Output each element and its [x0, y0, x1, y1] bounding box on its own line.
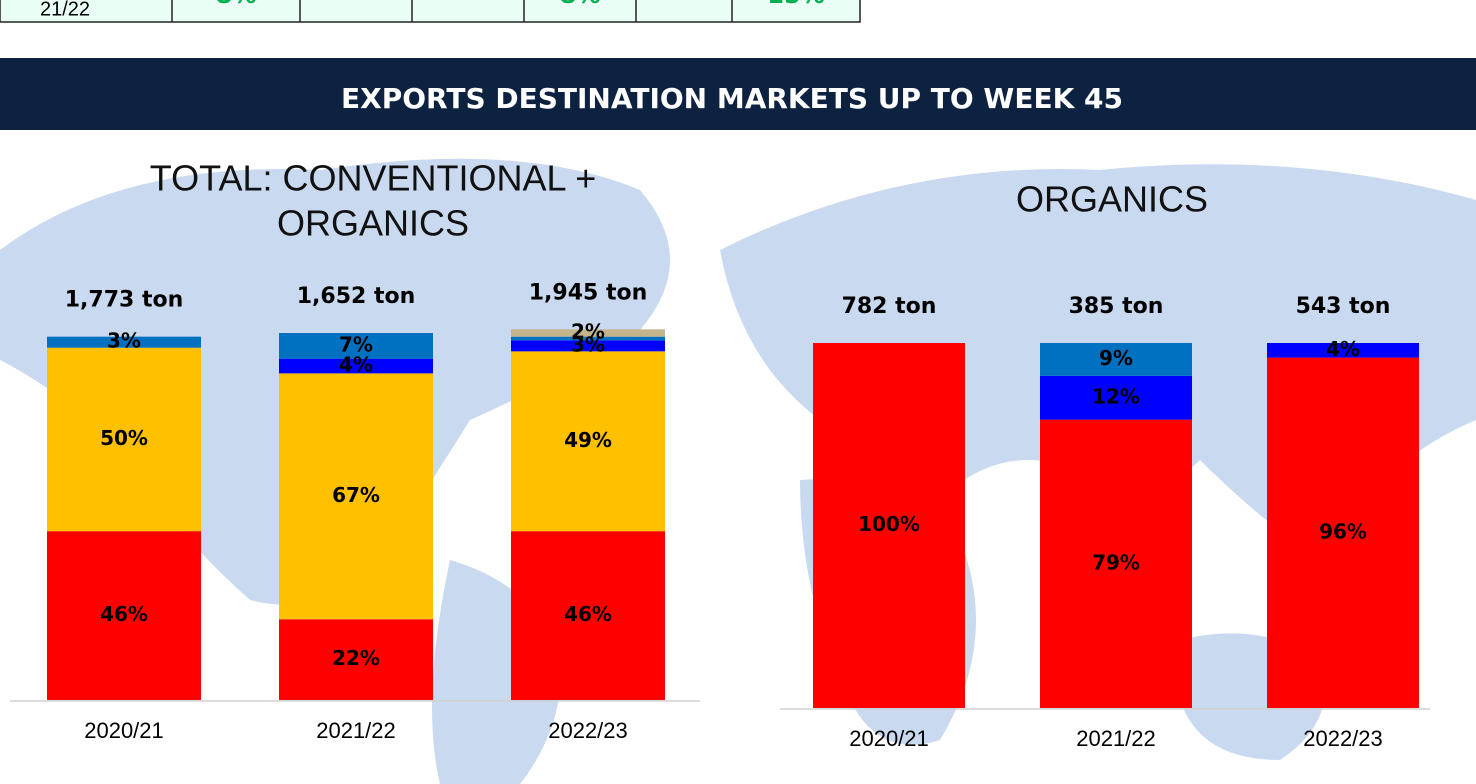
- bar-segment: [511, 340, 665, 352]
- data-label: 67%: [332, 483, 380, 507]
- data-label: 22%: [332, 646, 380, 670]
- data-label: 46%: [564, 602, 612, 626]
- data-label: 50%: [100, 426, 148, 450]
- data-label: 2%: [571, 320, 605, 344]
- data-label: 9%: [1099, 346, 1133, 370]
- data-label: 3%: [571, 332, 605, 356]
- data-label: 7%: [339, 332, 373, 356]
- bar-segment: [511, 351, 665, 532]
- x-tick-label: 2021/22: [1076, 726, 1156, 751]
- bar-segment: [1267, 343, 1419, 358]
- table-row: 21/22 8% 8% 15%: [0, 0, 861, 23]
- x-tick-label: 2022/23: [1303, 726, 1383, 751]
- chart-title: ORGANICS: [1016, 179, 1208, 220]
- table-cell: 21/22: [40, 0, 90, 20]
- total-label: 782 ton: [842, 294, 937, 319]
- bar-segment: [279, 373, 433, 620]
- total-label: 385 ton: [1069, 294, 1164, 319]
- data-label: 4%: [1326, 337, 1360, 361]
- table-row-bg: [0, 0, 861, 23]
- banner-title: EXPORTS DESTINATION MARKETS UP TO WEEK 4…: [341, 82, 1123, 115]
- x-tick-label: 2022/23: [548, 718, 628, 743]
- data-label: 12%: [1092, 384, 1140, 408]
- data-label: 46%: [100, 602, 148, 626]
- bar-segment: [279, 619, 433, 700]
- data-label: 3%: [107, 329, 141, 353]
- bar-segment: [1040, 343, 1192, 376]
- table-cell: 8%: [560, 0, 601, 9]
- x-tick-label: 2020/21: [849, 726, 929, 751]
- bar-segment: [1040, 375, 1192, 420]
- total-label: 543 ton: [1296, 294, 1391, 319]
- data-label: 96%: [1319, 519, 1367, 543]
- bar-segment: [511, 531, 665, 700]
- total-label: 1,652 ton: [297, 284, 416, 309]
- table-cell: 15%: [767, 0, 824, 9]
- bar-segment: [47, 347, 201, 532]
- bar-segment: [813, 343, 965, 708]
- table-cell-borders: [171, 0, 733, 22]
- data-label: 49%: [564, 428, 612, 452]
- bar-segment: [1267, 357, 1419, 708]
- data-label: 100%: [858, 512, 920, 536]
- world-map: [0, 158, 1476, 784]
- bar-segment: [47, 531, 201, 700]
- bar-segment: [279, 358, 433, 374]
- bar-segment: [47, 336, 201, 348]
- chart-title: TOTAL: CONVENTIONAL +: [150, 158, 596, 199]
- bar-segment: [1040, 419, 1192, 708]
- bar-segment: [279, 333, 433, 359]
- bar-segment: [511, 329, 665, 337]
- total-label: 1,945 ton: [529, 280, 648, 305]
- bar-segment: [511, 336, 665, 341]
- table-cell: 8%: [216, 0, 257, 9]
- data-label: 79%: [1092, 550, 1140, 574]
- data-label: 4%: [339, 353, 373, 377]
- x-tick-label: 2020/21: [84, 718, 164, 743]
- chart-title: ORGANICS: [277, 203, 469, 244]
- x-tick-label: 2021/22: [316, 718, 396, 743]
- total-label: 1,773 ton: [65, 288, 184, 313]
- banner: [0, 58, 1476, 130]
